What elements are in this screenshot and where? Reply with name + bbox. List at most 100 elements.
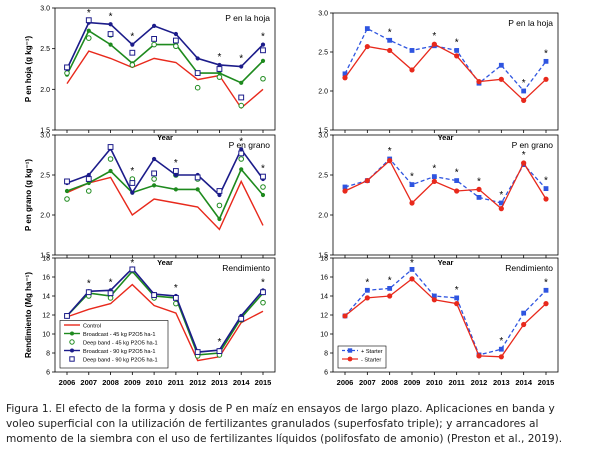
significance-mark: * [544,48,548,59]
y-tick-label: 10 [42,332,50,339]
legend-marker [69,339,75,345]
series-line-1 [344,159,547,210]
data-point [85,188,92,194]
x-tick-label: 2015 [255,378,272,387]
data-point [108,22,113,27]
significance-mark: * [217,337,221,348]
data-point [476,353,482,359]
data-point [431,174,437,179]
y-axis-label: Rendimiento (Mg ha⁻¹) [24,272,33,358]
x-tick-label: 2013 [493,378,510,387]
y-axis-label: P en grano (g kg⁻¹) [24,159,33,231]
series-line-1 [344,43,547,102]
data-point [409,276,415,282]
y-tick-label: 6 [324,370,328,377]
y-tick-label: 18 [42,256,50,263]
panel-title: Rendimiento [222,263,270,273]
data-point [86,172,91,178]
significance-mark: * [130,166,134,177]
significance-mark: * [410,172,414,183]
plot-frame [332,134,559,256]
legend-label: Broadcast - 90 kg P2O5 ha-1 [83,349,155,355]
significance-mark: * [432,164,436,175]
y-tick-label: 1.5 [40,128,50,135]
data-point [107,144,114,150]
data-point [216,202,223,209]
y-tick-label: 12 [42,313,50,320]
y-tick-label: 1.5 [318,128,328,135]
x-tick-label: 2015 [538,378,555,387]
x-tick-label: 2010 [426,378,443,387]
data-point [476,186,482,192]
data-point [64,64,70,71]
data-point [454,48,460,53]
data-point [172,37,179,44]
data-point [543,287,549,293]
data-point [173,43,179,50]
x-tick-label: 2007 [80,378,97,387]
data-point [431,293,437,299]
data-point [260,299,266,306]
legend-label: - Starter [361,358,381,364]
significance-mark: * [388,27,392,38]
x-tick-label: 2010 [146,378,163,387]
significance-mark: * [87,278,91,289]
data-point [195,56,200,61]
plot-frame [332,12,559,131]
data-point [543,76,549,82]
data-point [342,75,348,81]
data-point [216,74,223,80]
series-line-1 [66,29,264,84]
data-point [498,206,504,212]
chart-panel-right_top: 1.5 2.0 2.5 3.0 Year P en la hoja * * * * * [318,11,559,142]
data-point [431,178,437,184]
x-axis-label: Year [157,133,173,142]
x-tick-label: 2014 [515,378,533,387]
data-point [409,182,415,187]
data-point [194,70,201,76]
legend-label: Broadcast - 45 kg P2O5 ha-1 [83,332,155,338]
significance-mark: * [455,168,459,179]
data-point [238,94,245,101]
significance-mark: * [455,37,459,48]
panel-title: P en grano [512,140,554,150]
data-point [498,62,504,68]
chart-panel-right_bot: 6 8 10 12 14 16 18 2006 2007 2008 2009 2010 2011 2012… [320,256,559,387]
series-line-1 [66,167,264,221]
x-tick-label: 2009 [124,378,141,387]
significance-mark: * [410,258,414,269]
y-tick-label: 6 [46,370,50,377]
significance-mark: * [432,31,436,42]
data-point [152,23,157,28]
legend-label: Deep band - 90 kg P2O5 ha-1 [83,358,158,364]
y-tick-label: 8 [324,351,328,358]
data-point [521,321,527,328]
data-point [342,313,348,319]
data-point [238,156,245,162]
legend-marker [70,348,74,353]
legend-label: + Starter [361,349,383,355]
data-point [454,188,460,194]
legend-box [59,320,169,369]
data-point [476,79,482,85]
data-point [151,176,157,182]
data-point [194,349,201,355]
significance-mark: * [365,277,369,288]
data-point [260,47,266,54]
x-tick-label: 2008 [102,378,119,387]
figure-caption: Figura 1. El efecto de la forma y dosis … [6,403,563,445]
data-point [454,178,460,183]
y-tick-label: 8 [46,351,50,358]
data-point [238,102,245,109]
data-point [194,174,201,181]
data-point [498,76,504,82]
y-tick-label: 1.5 [318,253,328,260]
data-point [64,70,70,76]
series-line-3 [66,267,264,353]
significance-mark: * [261,32,265,43]
data-point [217,216,222,222]
x-tick-label: 2008 [381,378,398,387]
series-line-0 [344,268,547,356]
data-point [85,17,92,24]
